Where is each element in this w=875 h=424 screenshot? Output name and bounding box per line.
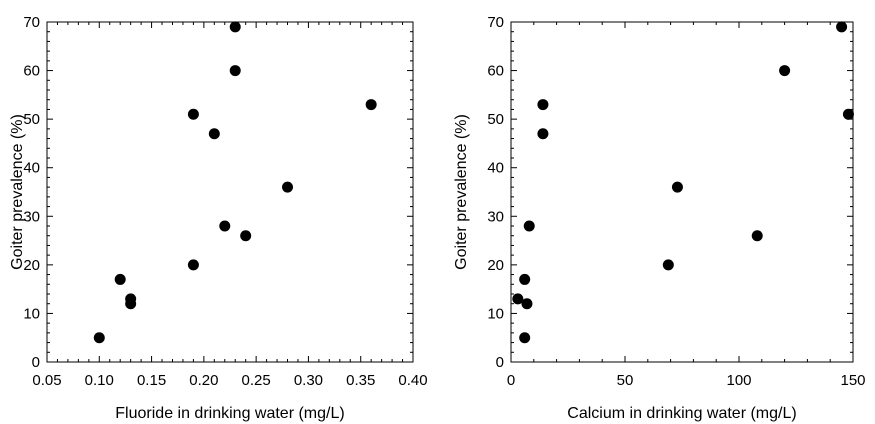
calcium-x-axis-label: Calcium in drinking water (mg/L) (567, 405, 796, 422)
x-tick-label: 0.10 (85, 372, 114, 389)
x-tick-label: 0.15 (137, 372, 166, 389)
data-point (282, 181, 294, 193)
fluoride-plot-frame (46, 21, 414, 363)
y-tick-label: 30 (487, 208, 504, 225)
data-point (512, 293, 524, 305)
x-tick-label: 0 (507, 372, 515, 389)
y-tick-label: 40 (487, 160, 504, 177)
fluoride-x-axis-label: Fluoride in drinking water (mg/L) (115, 405, 344, 422)
calcium-y-axis-label: Goiter prevalence (%) (453, 114, 470, 270)
x-tick-label: 0.35 (346, 372, 375, 389)
data-point (519, 332, 531, 344)
data-point (523, 220, 535, 232)
data-point (240, 230, 252, 242)
x-tick-label: 0.05 (32, 372, 61, 389)
data-point (114, 273, 126, 285)
calcium-plot-frame (510, 21, 854, 363)
data-point (125, 298, 137, 310)
y-tick-label: 60 (487, 63, 504, 80)
y-tick-label: 70 (487, 14, 504, 31)
data-point (519, 273, 531, 285)
calcium-scatter-chart: 0 50 100 150 0 10 20 30 40 50 60 70 Calcium in drink… (453, 14, 866, 422)
data-point (229, 21, 241, 33)
data-point (187, 259, 199, 271)
x-tick-label: 50 (617, 372, 634, 389)
y-tick-label: 70 (23, 14, 40, 31)
data-point (208, 128, 220, 140)
fluoride-scatter-chart: 0.05 0.10 0.15 0.20 0.25 0.30 0.35 0.40 0 10 20 30 4… (9, 14, 428, 422)
data-point (365, 99, 377, 111)
y-tick-label: 50 (23, 111, 40, 128)
y-tick-label: 30 (23, 208, 40, 225)
data-point (229, 65, 241, 77)
y-tick-label: 40 (23, 160, 40, 177)
x-tick-label: 0.40 (398, 372, 427, 389)
data-point (521, 298, 533, 310)
data-point (671, 181, 683, 193)
y-tick-label: 20 (23, 257, 40, 274)
y-tick-label: 10 (23, 305, 40, 322)
data-point (842, 108, 854, 120)
x-tick-label: 0.30 (294, 372, 323, 389)
y-tick-label: 10 (487, 305, 504, 322)
y-tick-label: 0 (32, 354, 40, 371)
data-point (751, 230, 763, 242)
data-point (187, 108, 199, 120)
y-tick-label: 0 (496, 354, 504, 371)
x-tick-label: 0.25 (242, 372, 271, 389)
data-point (662, 259, 674, 271)
y-tick-label: 60 (23, 63, 40, 80)
y-tick-label: 20 (487, 257, 504, 274)
data-point (93, 332, 105, 344)
data-point (836, 21, 848, 33)
x-tick-label: 150 (840, 372, 865, 389)
x-tick-label: 0.20 (189, 372, 218, 389)
fluoride-y-axis-label: Goiter prevalence (%) (9, 114, 26, 270)
data-point (219, 220, 231, 232)
data-point (537, 99, 549, 111)
data-point (779, 65, 791, 77)
y-tick-label: 50 (487, 111, 504, 128)
x-tick-label: 100 (726, 372, 751, 389)
data-point (537, 128, 549, 140)
